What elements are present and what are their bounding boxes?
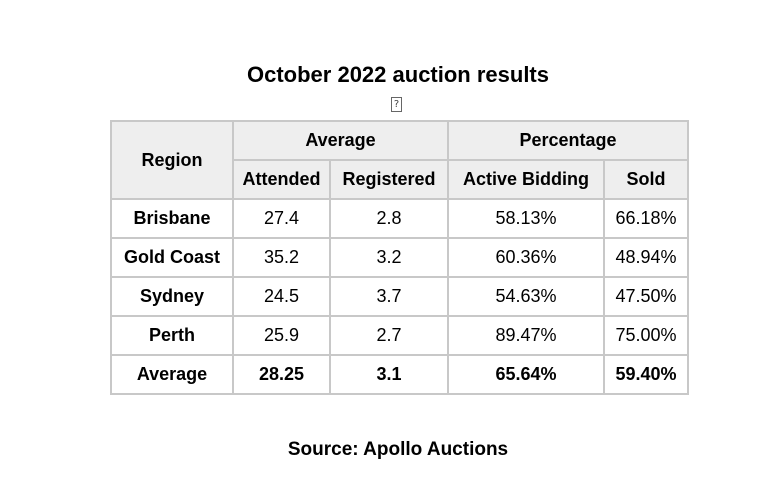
- sold-column-header: Sold: [604, 160, 688, 199]
- active-bidding-cell: 58.13%: [448, 199, 604, 238]
- region-cell: Perth: [111, 316, 233, 355]
- registered-cell: 2.7: [330, 316, 448, 355]
- sold-cell: 47.50%: [604, 277, 688, 316]
- registered-cell: 3.2: [330, 238, 448, 277]
- sold-cell: 48.94%: [604, 238, 688, 277]
- table-row: Perth 25.9 2.7 89.47% 75.00%: [111, 316, 688, 355]
- attended-cell: 35.2: [233, 238, 330, 277]
- source-caption: Source: Apollo Auctions: [287, 439, 509, 460]
- active-bidding-cell: 65.64%: [448, 355, 604, 394]
- table-row: Brisbane 27.4 2.8 58.13% 66.18%: [111, 199, 688, 238]
- average-group-header: Average: [233, 121, 448, 160]
- page-title: October 2022 auction results: [247, 62, 549, 87]
- sold-cell: 59.40%: [604, 355, 688, 394]
- active-bidding-cell: 60.36%: [448, 238, 604, 277]
- average-row: Average 28.25 3.1 65.64% 59.40%: [111, 355, 688, 394]
- sold-cell: 75.00%: [604, 316, 688, 355]
- attended-cell: 28.25: [233, 355, 330, 394]
- region-cell: Average: [111, 355, 233, 394]
- broken-image-icon: ?: [391, 97, 402, 112]
- registered-column-header: Registered: [330, 160, 448, 199]
- table-row: Sydney 24.5 3.7 54.63% 47.50%: [111, 277, 688, 316]
- active-bidding-cell: 89.47%: [448, 316, 604, 355]
- region-column-header: Region: [111, 121, 233, 199]
- region-cell: Gold Coast: [111, 238, 233, 277]
- attended-column-header: Attended: [233, 160, 330, 199]
- active-bidding-cell: 54.63%: [448, 277, 604, 316]
- table-header-row: Region Average Percentage: [111, 121, 688, 199]
- attended-cell: 27.4: [233, 199, 330, 238]
- percentage-group-header: Percentage: [448, 121, 688, 160]
- registered-cell: 2.8: [330, 199, 448, 238]
- table-row: Gold Coast 35.2 3.2 60.36% 48.94%: [111, 238, 688, 277]
- sold-cell: 66.18%: [604, 199, 688, 238]
- registered-cell: 3.7: [330, 277, 448, 316]
- active-bidding-column-header: Active Bidding: [448, 160, 604, 199]
- attended-cell: 24.5: [233, 277, 330, 316]
- auction-results-table: Region Average Percentage Attended Regis…: [110, 120, 689, 395]
- registered-cell: 3.1: [330, 355, 448, 394]
- table-subheader-row: Attended Registered Active Bidding Sold: [111, 160, 688, 199]
- region-cell: Sydney: [111, 277, 233, 316]
- attended-cell: 25.9: [233, 316, 330, 355]
- region-cell: Brisbane: [111, 199, 233, 238]
